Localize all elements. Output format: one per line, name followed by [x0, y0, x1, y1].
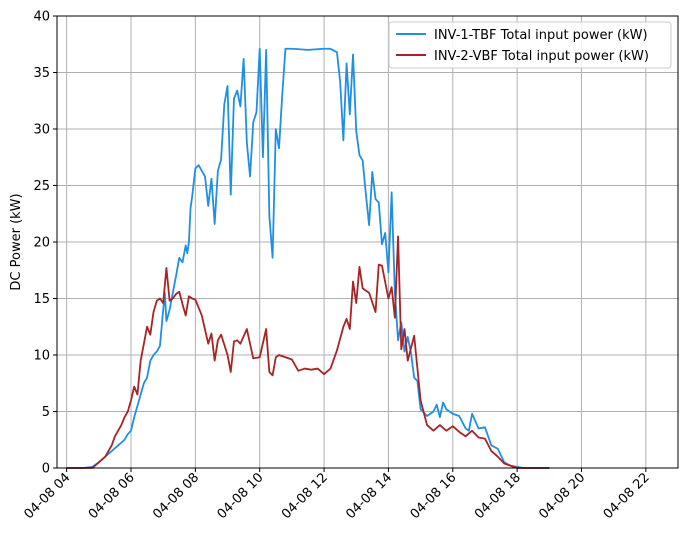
y-axis: 0 5 10 15 20 25 30 35 40	[33, 10, 57, 477]
legend-label: INV-1-TBF Total input power (kW)	[434, 28, 648, 43]
series-layer	[66, 47, 550, 469]
legend-box	[388, 21, 672, 69]
y-tick-label: 5	[42, 405, 50, 420]
y-axis-title: DC Power (kW)	[9, 193, 24, 290]
y-tick-label: 30	[33, 123, 50, 138]
legend: INV-1-TBF Total input power (kW) INV-2-V…	[388, 21, 672, 69]
y-tick-label: 20	[33, 236, 50, 251]
series-line-1	[66, 47, 550, 469]
series-line-2	[66, 235, 550, 469]
y-tick-label: 40	[33, 10, 50, 25]
y-tick-label: 0	[42, 462, 50, 477]
y-tick-label: 10	[33, 349, 50, 364]
y-tick-label: 15	[33, 292, 50, 307]
y-tick-label: 25	[33, 179, 50, 194]
legend-label: INV-2-VBF Total input power (kW)	[434, 49, 649, 64]
grid	[57, 15, 678, 469]
y-tick-label: 35	[33, 66, 50, 81]
